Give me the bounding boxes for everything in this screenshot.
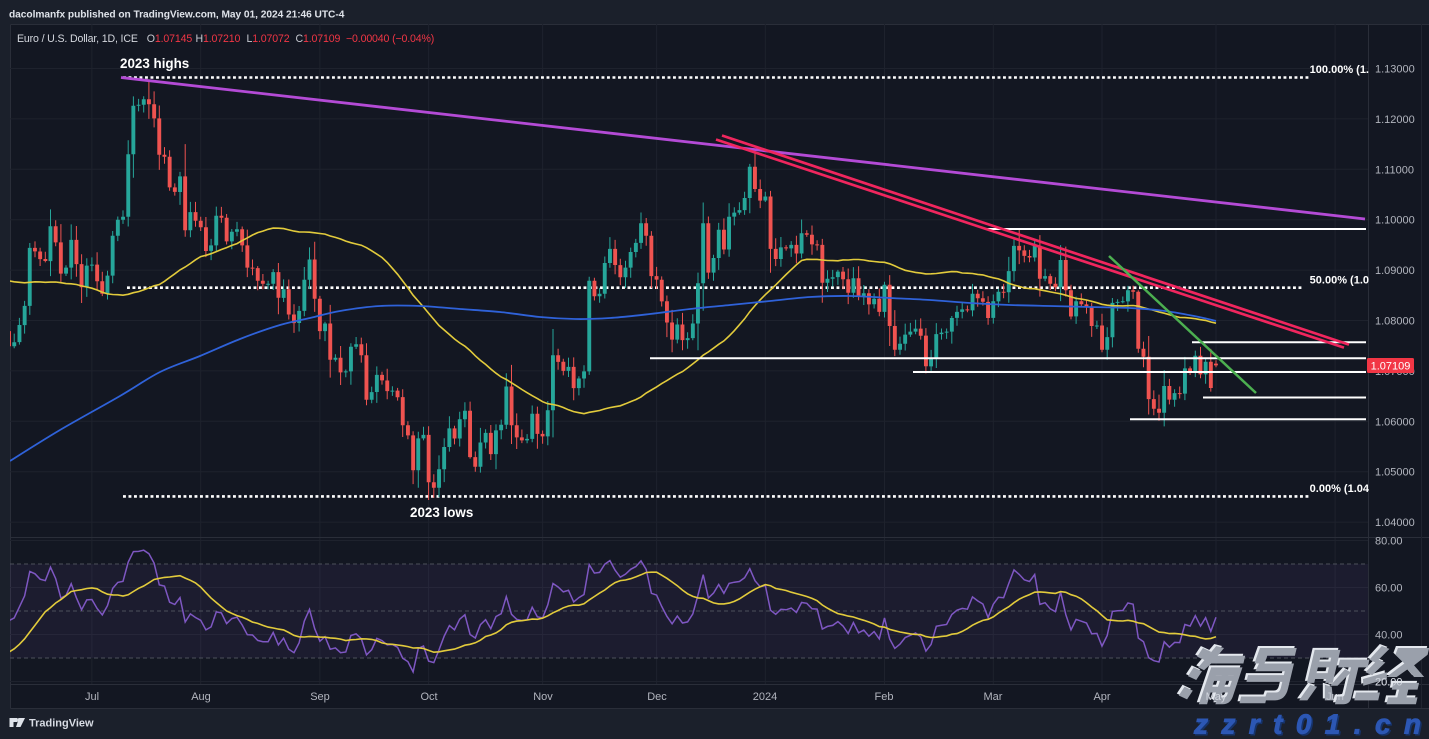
svg-text:Jun: Jun <box>1326 691 1344 703</box>
svg-text:Nov: Nov <box>533 691 553 703</box>
svg-text:1.08000: 1.08000 <box>1375 316 1415 328</box>
svg-text:Oct: Oct <box>420 691 437 703</box>
svg-text:0.00% (1.04: 0.00% (1.04 <box>1310 483 1370 495</box>
svg-text:1.05000: 1.05000 <box>1375 467 1415 479</box>
svg-text:L1.07072: L1.07072 <box>247 33 290 45</box>
svg-text:H1.07210: H1.07210 <box>196 33 241 45</box>
svg-text:Dec: Dec <box>647 691 667 703</box>
svg-text:1.07109: 1.07109 <box>1371 361 1411 373</box>
svg-text:2023 highs: 2023 highs <box>120 56 189 71</box>
svg-text:1.09000: 1.09000 <box>1375 265 1415 277</box>
svg-text:40.00: 40.00 <box>1375 630 1403 642</box>
svg-text:TradingView: TradingView <box>29 718 94 730</box>
svg-text:zzrt01.cn: zzrt01.cn <box>1193 709 1429 739</box>
svg-text:1.13000: 1.13000 <box>1375 64 1415 76</box>
svg-text:80.00: 80.00 <box>1375 536 1403 548</box>
svg-text:2024: 2024 <box>753 691 777 703</box>
svg-text:100.00% (1.: 100.00% (1. <box>1310 64 1369 76</box>
svg-text:Apr: Apr <box>1093 691 1110 703</box>
svg-text:C1.07109: C1.07109 <box>296 33 341 45</box>
svg-text:20.00: 20.00 <box>1375 677 1403 689</box>
svg-text:Euro / U.S. Dollar, 1D, ICE: Euro / U.S. Dollar, 1D, ICE <box>17 33 138 45</box>
svg-text:1.10000: 1.10000 <box>1375 215 1415 227</box>
svg-text:O1.07145: O1.07145 <box>147 33 193 45</box>
svg-text:1.06000: 1.06000 <box>1375 416 1415 428</box>
svg-text:Aug: Aug <box>191 691 211 703</box>
svg-text:1.11000: 1.11000 <box>1375 164 1414 176</box>
svg-text:−0.00040 (−0.04%): −0.00040 (−0.04%) <box>346 33 434 45</box>
svg-text:Sep: Sep <box>310 691 330 703</box>
svg-text:50.00% (1.0: 50.00% (1.0 <box>1310 275 1369 287</box>
svg-text:1.04000: 1.04000 <box>1375 517 1415 529</box>
svg-text:Jul: Jul <box>85 691 99 703</box>
svg-text:60.00: 60.00 <box>1375 583 1403 595</box>
svg-text:zzrt01.cn: zzrt01.cn <box>1195 710 1429 739</box>
svg-text:May: May <box>1206 691 1227 703</box>
svg-text:2023 lows: 2023 lows <box>410 505 473 520</box>
svg-text:Mar: Mar <box>984 691 1003 703</box>
svg-text:Feb: Feb <box>875 691 894 703</box>
svg-text:1.12000: 1.12000 <box>1375 114 1415 126</box>
svg-text:dacolmanfx published on Tradin: dacolmanfx published on TradingView.com,… <box>9 10 345 21</box>
